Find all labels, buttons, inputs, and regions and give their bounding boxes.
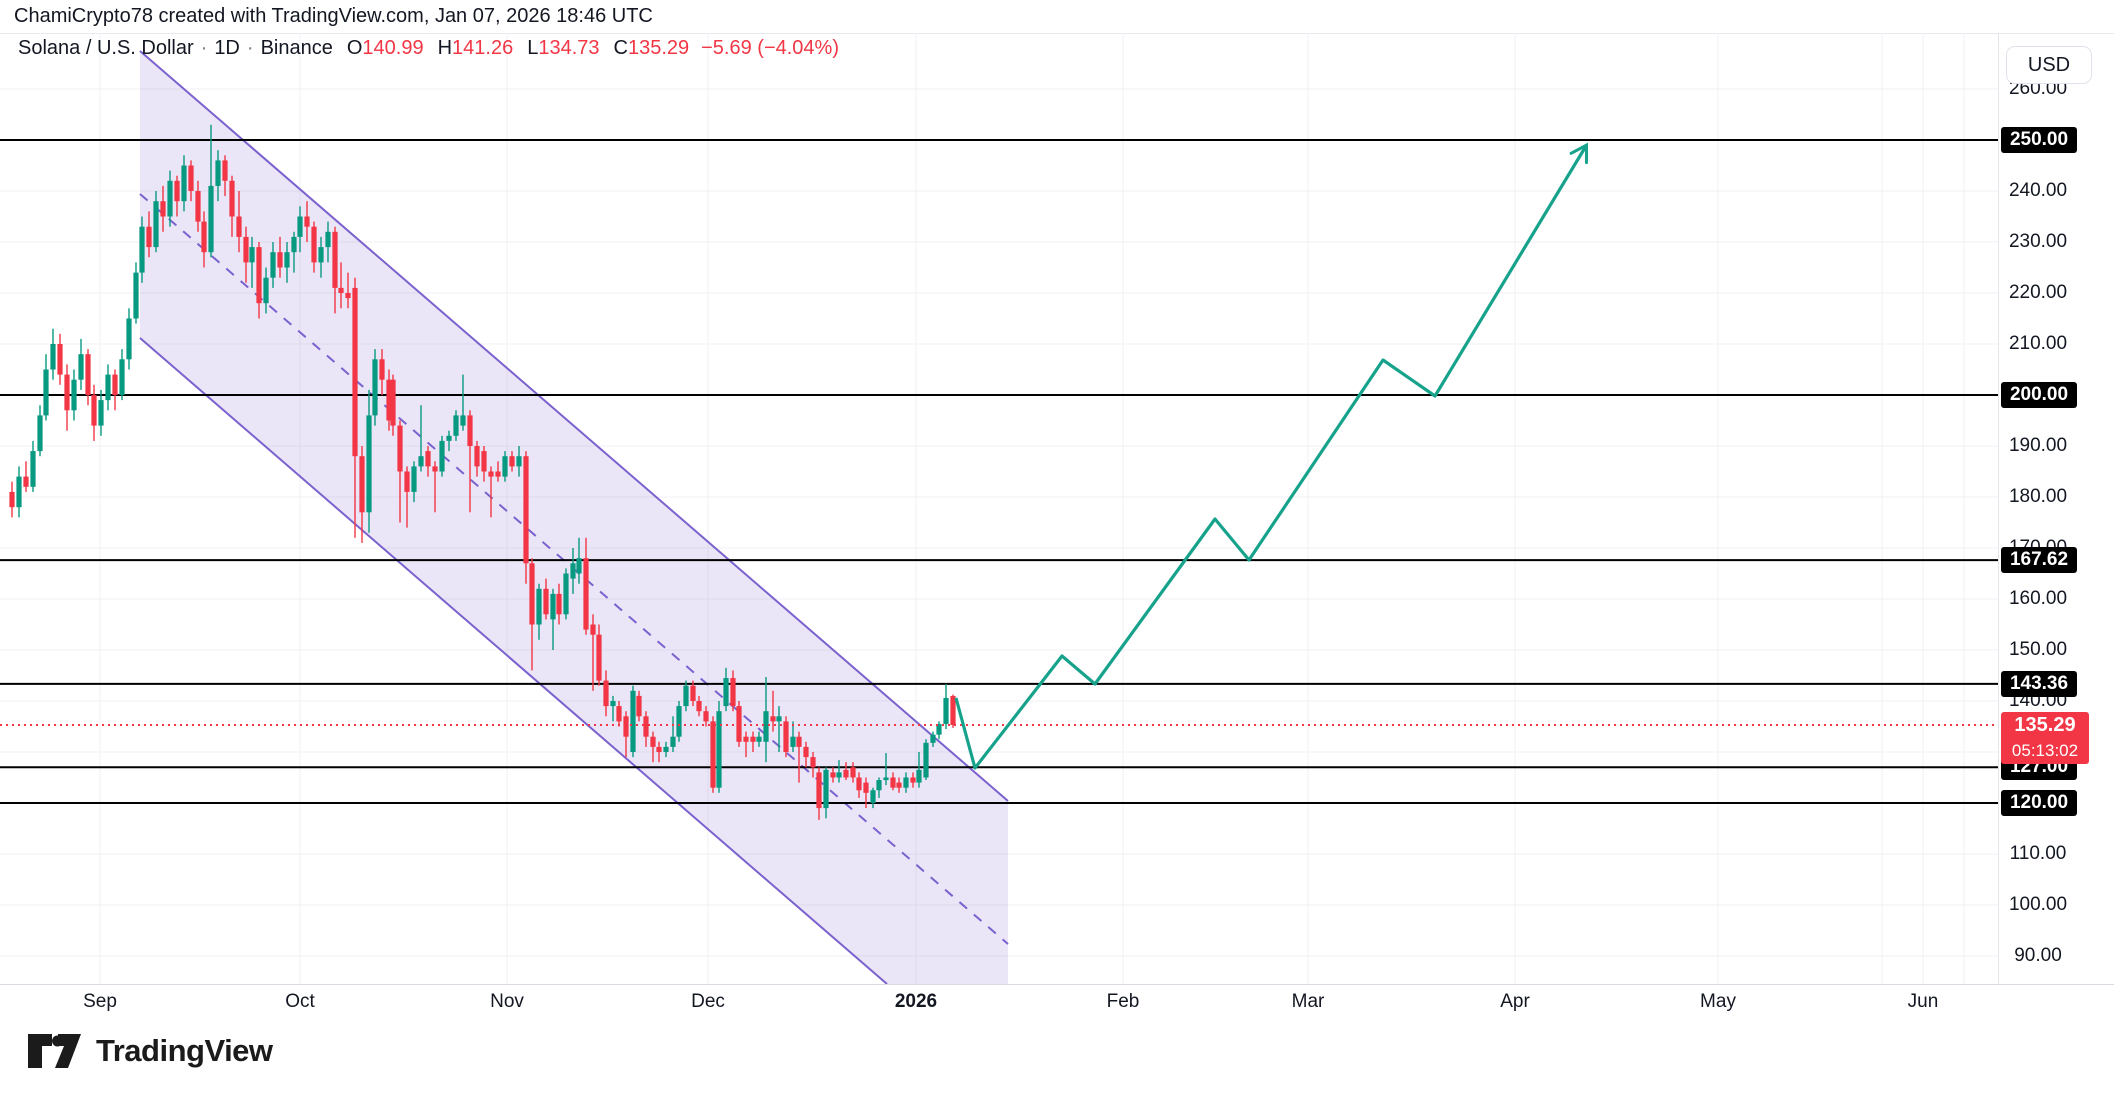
price-axis[interactable]: 260.00 240.00 230.00 220.00 210.00 190.00 180.…: [1998, 0, 2114, 1094]
time-tick-May: May: [1700, 991, 1736, 1012]
legend-separator: ·: [200, 37, 208, 59]
watermark-attribution: ChamiCrypto78 created with TradingView.c…: [14, 5, 653, 27]
ohlc-value-O: 140.99: [362, 37, 424, 59]
tradingview-logo-text: TradingView: [96, 1033, 273, 1068]
ohlc-value-C: 135.29: [627, 37, 690, 59]
current-price-value: 135.29: [2014, 714, 2076, 737]
price-axis-border[interactable]: [1998, 33, 1999, 984]
price-tick-150.00: 150.00: [2008, 639, 2068, 660]
symbol-name[interactable]: Solana / U.S. Dollar: [18, 37, 194, 59]
price-level-badge-120.00: 120.00: [2001, 790, 2077, 816]
change-value: −5.69 (−4.04%): [701, 37, 839, 59]
price-tick-110.00: 110.00: [2009, 843, 2067, 864]
current-price-badge: 135.29 05:13:02: [2001, 712, 2089, 765]
ohlc-key-C: C: [613, 37, 628, 59]
price-tick-230.00: 230.00: [2008, 231, 2068, 252]
channel-lower-line: [139, 337, 888, 984]
time-axis[interactable]: Sep Oct Nov Dec 2026 Feb Mar Apr May Jun: [0, 984, 2114, 1024]
time-tick-Mar: Mar: [1291, 991, 1325, 1012]
exchange-name: Binance: [260, 37, 333, 59]
time-tick-Dec: Dec: [691, 991, 725, 1012]
legend-separator: ·: [246, 37, 254, 59]
price-level-badge-167.62: 167.62: [2001, 547, 2077, 574]
ohlc-key-L: L: [527, 37, 539, 59]
time-tick-Apr: Apr: [1500, 991, 1530, 1012]
channel-upper-line: [139, 50, 1009, 802]
price-tick-210.00: 210.00: [2008, 333, 2068, 354]
chart-plot-area: [0, 33, 1998, 984]
time-tick-Sep: Sep: [83, 991, 117, 1012]
ohlc-key-O: O: [346, 37, 363, 59]
price-level-badge-200.00: 200.00: [2001, 382, 2077, 408]
price-tick-220.00: 220.00: [2008, 282, 2068, 303]
horizontal-level-lines[interactable]: [0, 139, 1998, 804]
time-tick-Nov: Nov: [490, 991, 524, 1012]
pane-top-border: [0, 33, 2114, 34]
ohlc-key-H: H: [437, 37, 453, 59]
channel-fill: [140, 51, 1008, 984]
candlestick-series: [9, 124, 956, 820]
grid-lines: [0, 33, 1998, 984]
ohlc-values: O140.99 H141.26 L134.73 C135.29: [333, 37, 689, 59]
currency-toggle-button[interactable]: USD: [2006, 46, 2092, 84]
time-tick-Jun: Jun: [1907, 991, 1939, 1012]
tradingview-logo-icon: [28, 1034, 81, 1068]
bar-countdown: 05:13:02: [2011, 741, 2079, 761]
tradingview-logo[interactable]: TradingView: [28, 1033, 273, 1069]
time-tick-2026: 2026: [894, 991, 938, 1012]
ohlc-value-H: 141.26: [452, 37, 514, 59]
price-tick-180.00: 180.00: [2008, 486, 2068, 507]
price-level-badge-143.36: 143.36: [2001, 670, 2077, 697]
time-tick-Feb: Feb: [1106, 991, 1140, 1012]
price-tick-190.00: 190.00: [2008, 435, 2068, 456]
price-tick-240.00: 240.00: [2008, 180, 2068, 201]
symbol-legend: Solana / U.S. Dollar · 1D · Binance O140.99 H1…: [18, 37, 839, 60]
price-tick-160.00: 160.00: [2008, 588, 2068, 609]
ohlc-value-L: 134.73: [538, 37, 600, 59]
time-tick-Oct: Oct: [285, 991, 315, 1012]
price-level-badge-250.00: 250.00: [2001, 127, 2077, 153]
price-tick-100.00: 100.00: [2008, 894, 2068, 915]
projection-arrow[interactable]: [954, 142, 1589, 770]
time-axis-border: [0, 984, 2114, 985]
interval-value[interactable]: 1D: [214, 37, 240, 59]
price-tick-90.00: 90.00: [2014, 945, 2062, 966]
